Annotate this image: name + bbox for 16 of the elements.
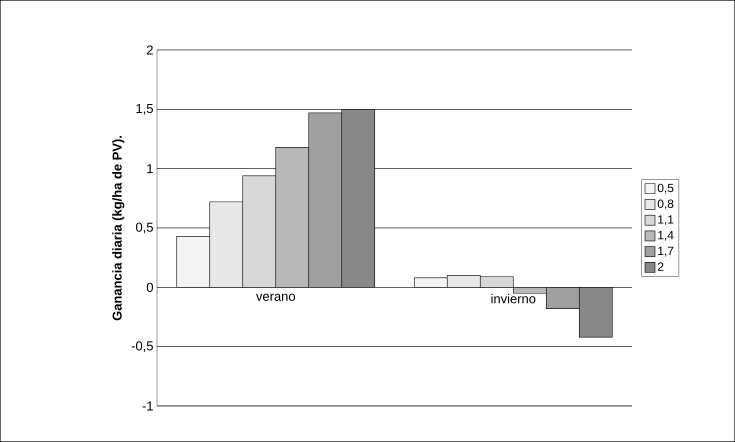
y-tick-label: -1	[142, 402, 153, 410]
y-tick-label: 0	[146, 282, 153, 292]
x-tick-label: verano	[256, 294, 296, 301]
legend-label: 0,8	[658, 200, 674, 210]
y-tick-label: 1	[147, 164, 153, 174]
legend-label: 1,7	[658, 246, 674, 256]
y-axis-title: Ganancia diaria (kg/ha de PV).	[112, 136, 124, 320]
y-tick-label: 2	[146, 45, 153, 55]
y-tick-label: 0,5	[136, 222, 153, 234]
legend-label: 2	[658, 262, 664, 271]
y-tick-label: 1,5	[136, 104, 153, 115]
x-tick-label: invierno	[491, 294, 536, 304]
legend-label: 1,4	[658, 231, 674, 241]
legend-label: 0,5	[658, 184, 674, 194]
legend-label: 1,1	[658, 215, 674, 226]
y-tick-label: -0,5	[132, 341, 153, 352]
